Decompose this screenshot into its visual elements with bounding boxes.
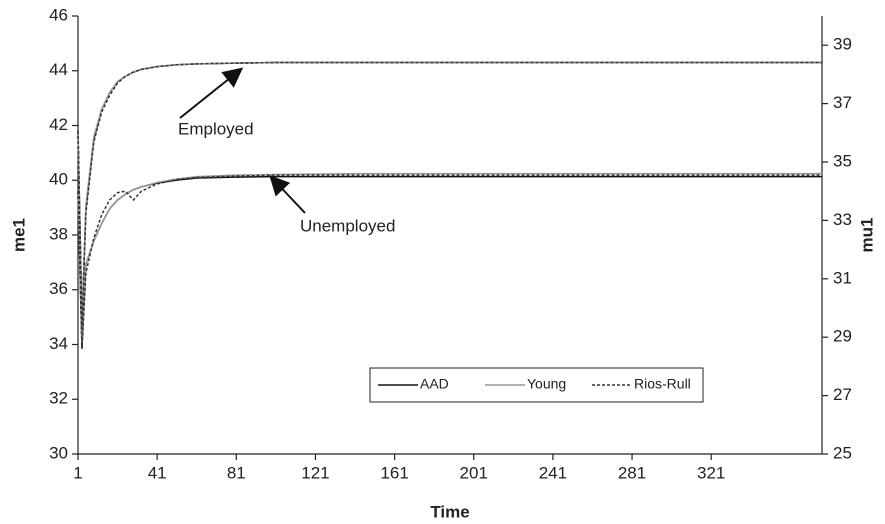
y-tick-label: 40 xyxy=(49,170,68,189)
y-tick-label: 32 xyxy=(49,389,68,408)
annotation: Unemployed xyxy=(300,216,395,235)
x-tick-label: 241 xyxy=(539,463,567,482)
legend-label: Rios-Rull xyxy=(634,376,691,392)
x-axis-label: Time xyxy=(430,502,469,521)
x-tick-label: 81 xyxy=(227,463,246,482)
y-tick-label: 30 xyxy=(49,443,68,462)
line-employed xyxy=(77,61,822,323)
y2-tick-label: 29 xyxy=(833,327,852,346)
legend-label: Young xyxy=(527,376,566,392)
annotation-arrow xyxy=(269,175,306,214)
line-unemployed xyxy=(77,174,822,347)
y-axis-label: me1 xyxy=(9,218,28,252)
y2-tick-label: 33 xyxy=(833,210,852,229)
y2-tick-label: 27 xyxy=(833,385,852,404)
x-tick-label: 201 xyxy=(460,463,488,482)
y-tick-label: 36 xyxy=(49,279,68,298)
line-unemployed xyxy=(77,172,822,344)
y2-axis-label: mu1 xyxy=(857,218,876,253)
legend-label: AAD xyxy=(420,376,449,392)
y-tick-label: 34 xyxy=(49,334,68,353)
x-tick-label: 41 xyxy=(148,463,167,482)
y2-tick-label: 31 xyxy=(833,268,852,287)
line-unemployed xyxy=(77,175,822,349)
y2-tick-label: 37 xyxy=(833,93,852,112)
annotation-arrow xyxy=(179,67,244,119)
y-tick-label: 46 xyxy=(49,5,68,24)
x-tick-label: 121 xyxy=(301,463,329,482)
legend xyxy=(369,367,704,403)
x-tick-label: 321 xyxy=(697,463,725,482)
y-tick-label: 42 xyxy=(49,115,68,134)
y2-tick-label: 35 xyxy=(833,151,852,170)
y2-tick-label: 25 xyxy=(833,443,852,462)
line-employed xyxy=(77,61,822,329)
line-employed xyxy=(77,61,822,323)
y-tick-label: 38 xyxy=(49,224,68,243)
y-tick-label: 44 xyxy=(49,60,68,79)
x-tick-label: 1 xyxy=(73,463,82,482)
annotation: Employed xyxy=(178,119,254,138)
x-tick-label: 281 xyxy=(618,463,646,482)
y2-tick-label: 39 xyxy=(833,35,852,54)
x-tick-label: 161 xyxy=(380,463,408,482)
